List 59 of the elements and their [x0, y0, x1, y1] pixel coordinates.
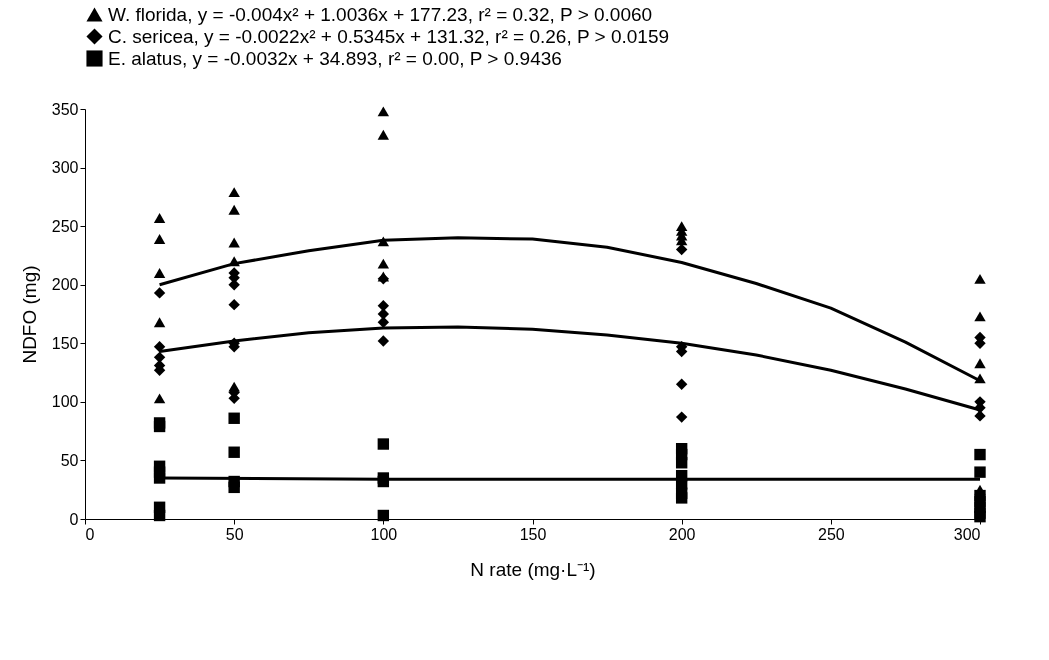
point	[228, 298, 240, 311]
point	[974, 273, 986, 284]
point	[153, 472, 166, 484]
point	[153, 268, 166, 278]
point	[675, 378, 688, 390]
point	[974, 510, 986, 523]
legend-label: C. sericea, y = -0.0022x² + 0.5345x + 131.32, r² = 0.26, P > 0.0159	[108, 25, 670, 47]
point	[675, 411, 688, 423]
y-tick-label: 100	[51, 393, 79, 411]
x-axis-title: N rate (mg·L⁻¹)	[470, 558, 596, 580]
x-tick-label: 300	[953, 525, 981, 543]
y-tick-label: 150	[51, 334, 79, 352]
y-axis-title: NDFO (mg)	[18, 265, 40, 364]
legend-label: E. alatus, y = -0.0032x + 34.893, r² = 0.00, P > 0.9436	[108, 47, 562, 69]
point	[377, 308, 390, 320]
point	[153, 341, 166, 353]
point	[974, 311, 986, 322]
point	[153, 420, 166, 433]
point	[153, 509, 166, 522]
point	[974, 373, 986, 384]
point	[377, 509, 390, 522]
point	[228, 256, 240, 267]
y-tick-label: 200	[51, 276, 79, 294]
point	[974, 448, 986, 461]
point	[228, 412, 240, 424]
x-tick-label: 100	[370, 525, 398, 543]
point	[974, 466, 986, 478]
point	[675, 457, 688, 469]
point	[675, 492, 688, 504]
x-tick-label: 50	[225, 525, 244, 543]
point	[377, 106, 390, 117]
point	[377, 438, 390, 450]
y-tick-label: 50	[60, 451, 79, 469]
x-tick-label: 250	[817, 525, 845, 543]
point	[228, 237, 240, 248]
point	[974, 358, 986, 369]
point	[377, 258, 390, 269]
point	[377, 335, 390, 347]
x-tick-label: 150	[519, 525, 547, 543]
point	[228, 481, 240, 494]
point	[974, 410, 986, 422]
point	[228, 446, 240, 458]
point	[377, 475, 390, 488]
point	[153, 393, 166, 404]
y-tick-label: 0	[69, 510, 79, 528]
legend-label: W. florida, y = -0.004x² + 1.0036x + 177.23, r² = 0.32, P > 0.0060	[108, 3, 653, 25]
point	[228, 204, 240, 215]
point	[153, 234, 166, 244]
point	[153, 213, 166, 223]
point	[377, 236, 390, 247]
y-tick-label: 250	[51, 217, 79, 235]
y-tick-label: 300	[51, 159, 79, 177]
y-tick-label: 350	[51, 100, 79, 118]
x-tick-label: 200	[668, 525, 696, 543]
point	[153, 317, 166, 328]
point	[377, 129, 390, 140]
point	[153, 287, 166, 299]
x-tick-label: 0	[85, 525, 95, 543]
point	[228, 187, 240, 198]
